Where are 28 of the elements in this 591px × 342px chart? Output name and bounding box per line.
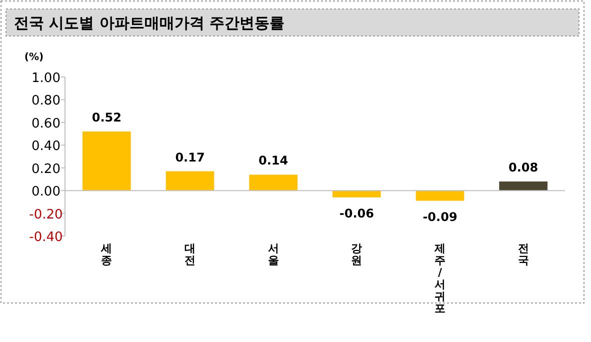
bar	[249, 174, 298, 191]
y-tick-label: 1.00	[32, 71, 60, 86]
y-axis-title: (%)	[24, 52, 44, 63]
bar	[416, 190, 464, 201]
x-tick-label: 강원	[351, 242, 362, 267]
bar	[166, 171, 214, 191]
x-tick-label: 세종	[100, 242, 112, 267]
chart-title: 전국 시도별 아파트매매가격 주간변동률	[14, 14, 285, 32]
y-tick-label: 0.80	[32, 94, 60, 109]
y-tick-label: 0.00	[32, 184, 60, 200]
data-label: 0.52	[92, 110, 122, 125]
x-tick-label: 제주/서귀포	[434, 242, 446, 315]
y-tick-label: 0.60	[32, 116, 60, 132]
data-label: -0.06	[339, 206, 374, 220]
bar	[499, 181, 548, 191]
y-tick-label: -0.20	[29, 207, 63, 222]
x-tick-label: 전국	[518, 242, 529, 267]
bar	[82, 132, 131, 191]
y-tick-label: 0.40	[32, 139, 60, 154]
x-tick-label: 대전	[184, 242, 196, 267]
x-tick-label: 서울	[268, 242, 279, 267]
y-tick-label: -0.40	[29, 230, 63, 245]
data-label: -0.09	[422, 210, 458, 224]
y-tick-label: 0.20	[32, 162, 60, 177]
bar	[332, 190, 381, 198]
data-label: 0.17	[175, 150, 205, 164]
data-label: 0.14	[258, 154, 288, 168]
data-label: 0.08	[508, 160, 538, 174]
